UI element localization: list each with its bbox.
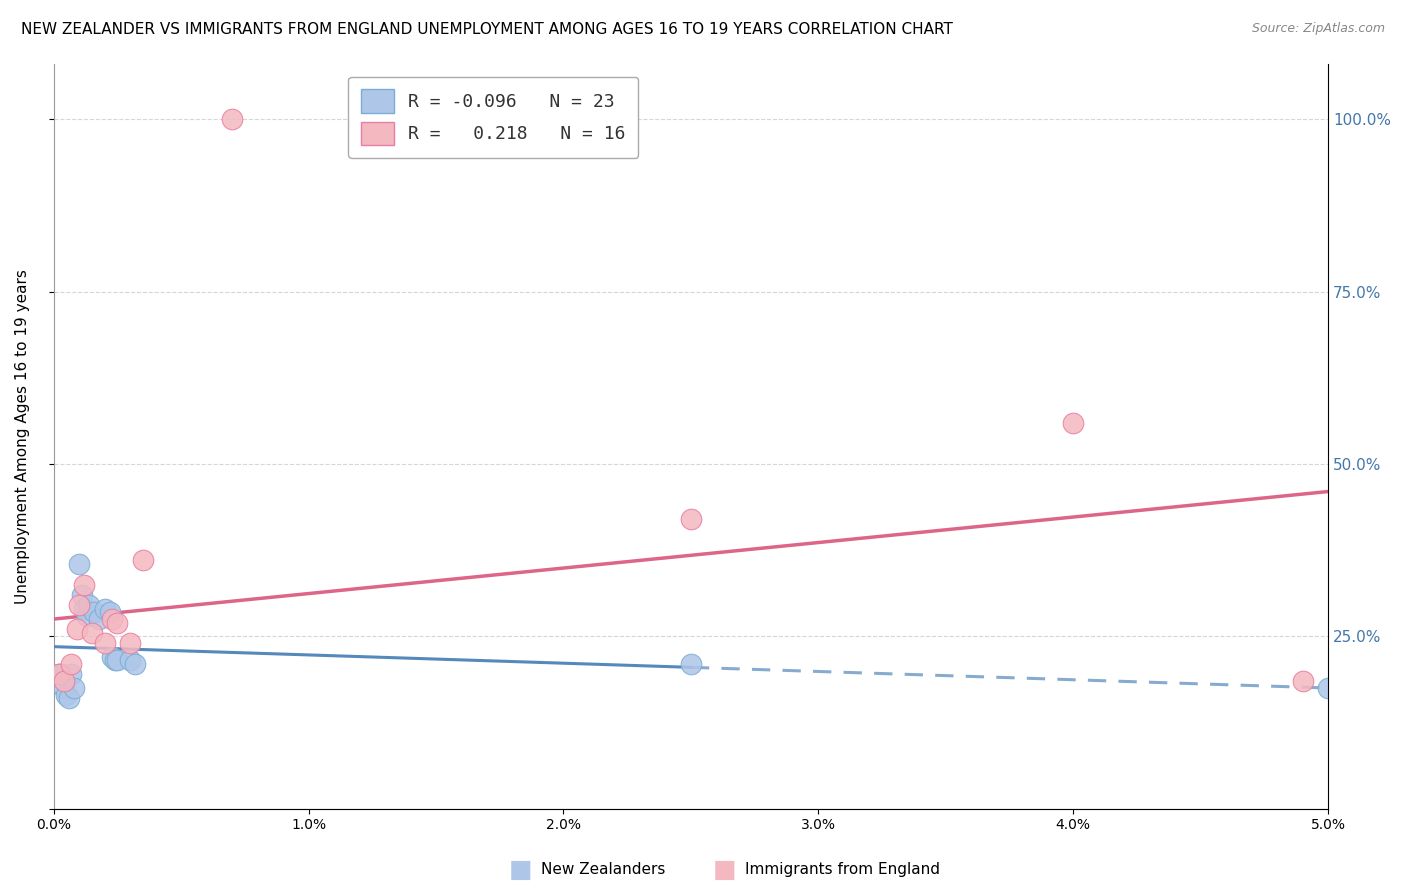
Point bbox=[63, 681, 86, 695]
Point bbox=[132, 553, 155, 567]
Point bbox=[48, 667, 70, 681]
Text: Immigrants from England: Immigrants from England bbox=[745, 863, 941, 877]
Point bbox=[73, 601, 96, 615]
Point bbox=[105, 653, 128, 667]
Point bbox=[679, 512, 702, 526]
Point bbox=[58, 691, 80, 706]
Text: ■: ■ bbox=[713, 858, 735, 881]
Point bbox=[83, 605, 105, 619]
Point bbox=[67, 599, 90, 613]
Text: ■: ■ bbox=[509, 858, 531, 881]
Point bbox=[60, 667, 83, 681]
Point bbox=[120, 636, 142, 650]
Point bbox=[70, 588, 93, 602]
Point bbox=[101, 650, 124, 665]
Point bbox=[89, 612, 111, 626]
Text: New Zealanders: New Zealanders bbox=[541, 863, 665, 877]
Point bbox=[98, 605, 121, 619]
Point bbox=[79, 599, 101, 613]
Point bbox=[221, 112, 243, 127]
Point bbox=[1317, 681, 1340, 695]
Point bbox=[80, 625, 103, 640]
Point bbox=[48, 667, 70, 681]
Point bbox=[105, 615, 128, 630]
Point bbox=[51, 667, 73, 681]
Point bbox=[52, 674, 75, 689]
Text: Source: ZipAtlas.com: Source: ZipAtlas.com bbox=[1251, 22, 1385, 36]
Point bbox=[679, 657, 702, 671]
Point bbox=[67, 557, 90, 571]
Point bbox=[93, 601, 115, 615]
Text: NEW ZEALANDER VS IMMIGRANTS FROM ENGLAND UNEMPLOYMENT AMONG AGES 16 TO 19 YEARS : NEW ZEALANDER VS IMMIGRANTS FROM ENGLAND… bbox=[21, 22, 953, 37]
Point bbox=[104, 653, 127, 667]
Point bbox=[120, 653, 142, 667]
Point bbox=[1291, 674, 1313, 689]
Point bbox=[55, 688, 77, 702]
Point bbox=[101, 612, 124, 626]
Point bbox=[93, 636, 115, 650]
Point bbox=[60, 657, 83, 671]
Point bbox=[52, 681, 75, 695]
Y-axis label: Unemployment Among Ages 16 to 19 years: Unemployment Among Ages 16 to 19 years bbox=[15, 268, 30, 604]
Point bbox=[124, 657, 146, 671]
Point bbox=[65, 623, 87, 637]
Point bbox=[73, 577, 96, 591]
Legend: R = -0.096   N = 23, R =   0.218   N = 16: R = -0.096 N = 23, R = 0.218 N = 16 bbox=[349, 77, 638, 158]
Point bbox=[76, 608, 98, 623]
Point bbox=[1062, 416, 1084, 430]
